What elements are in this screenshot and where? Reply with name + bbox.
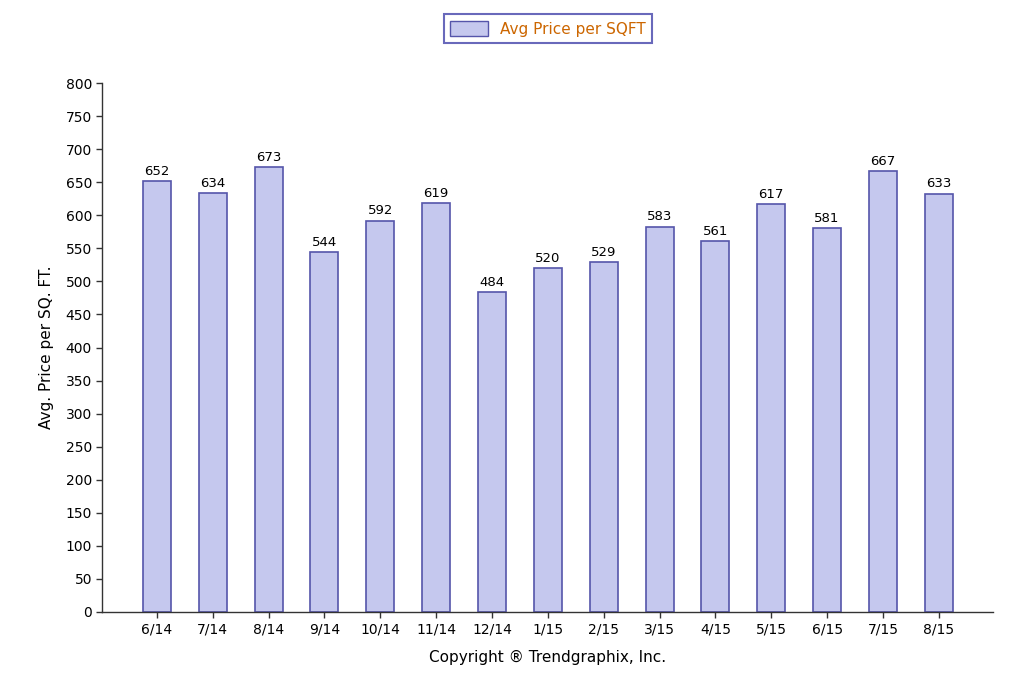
Bar bbox=[199, 193, 226, 612]
Bar bbox=[590, 262, 617, 612]
Bar bbox=[422, 203, 451, 612]
Bar bbox=[758, 204, 785, 612]
Bar bbox=[478, 292, 506, 612]
Text: 581: 581 bbox=[814, 212, 840, 224]
Text: 529: 529 bbox=[591, 246, 616, 259]
Text: 673: 673 bbox=[256, 151, 282, 164]
Bar bbox=[143, 181, 171, 612]
Bar bbox=[367, 221, 394, 612]
Text: 583: 583 bbox=[647, 211, 672, 223]
Text: 652: 652 bbox=[144, 165, 170, 178]
Text: 667: 667 bbox=[870, 155, 896, 168]
Text: 633: 633 bbox=[926, 177, 951, 190]
Text: 544: 544 bbox=[311, 236, 337, 249]
Text: 634: 634 bbox=[200, 177, 225, 190]
Y-axis label: Avg. Price per SQ. FT.: Avg. Price per SQ. FT. bbox=[40, 265, 54, 430]
Bar bbox=[255, 167, 283, 612]
Bar bbox=[310, 252, 338, 612]
Bar bbox=[869, 171, 897, 612]
Bar bbox=[701, 241, 729, 612]
Bar bbox=[813, 228, 841, 612]
Text: 520: 520 bbox=[536, 252, 560, 265]
Text: 561: 561 bbox=[702, 225, 728, 238]
X-axis label: Copyright ® Trendgraphix, Inc.: Copyright ® Trendgraphix, Inc. bbox=[429, 650, 667, 665]
Text: 592: 592 bbox=[368, 204, 393, 218]
Text: 484: 484 bbox=[479, 276, 505, 288]
Legend: Avg Price per SQFT: Avg Price per SQFT bbox=[443, 15, 652, 42]
Bar bbox=[645, 227, 674, 612]
Bar bbox=[534, 268, 562, 612]
Text: 619: 619 bbox=[424, 186, 449, 199]
Bar bbox=[925, 194, 952, 612]
Text: 617: 617 bbox=[759, 188, 784, 201]
